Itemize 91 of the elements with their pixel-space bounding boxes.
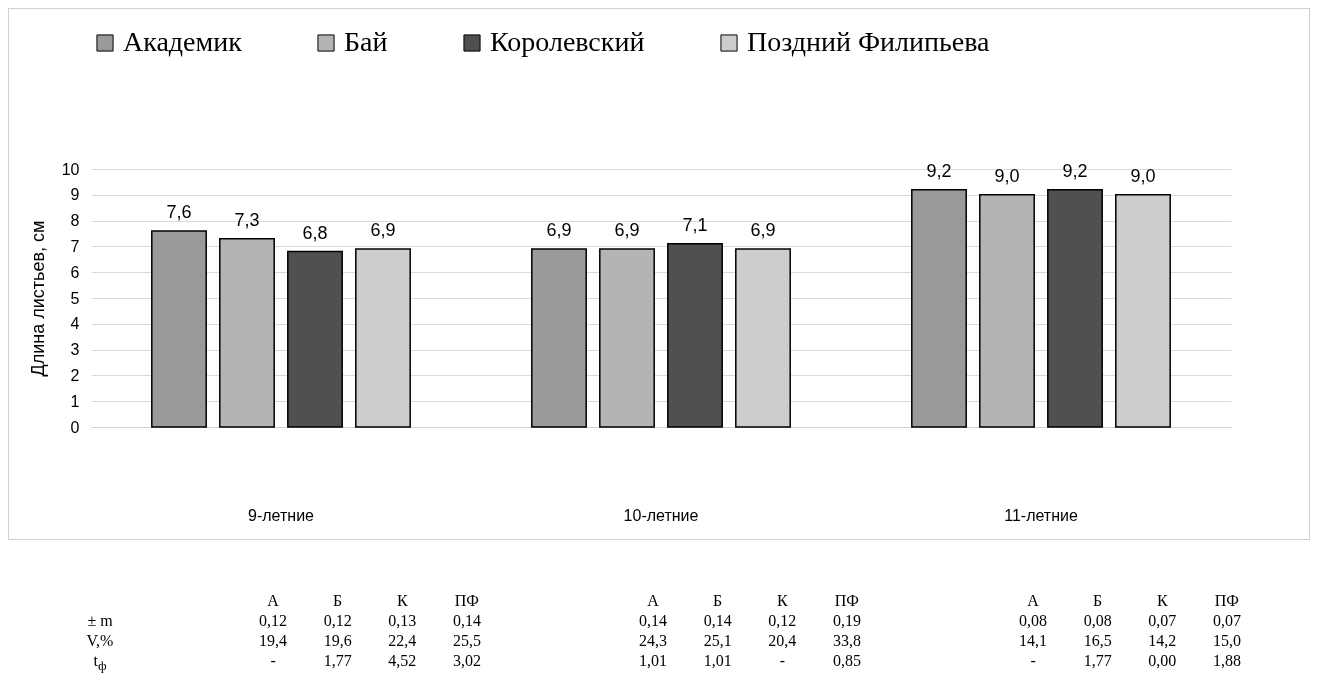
y-tick-label: 9 bbox=[70, 186, 80, 204]
x-tick-label: 11-летние bbox=[1004, 506, 1078, 524]
text: 14,2 bbox=[1148, 632, 1177, 650]
text: 22,4 bbox=[388, 632, 417, 650]
bar bbox=[979, 194, 1035, 428]
text: - bbox=[779, 652, 785, 670]
text: 1,01 bbox=[639, 652, 668, 670]
text: К bbox=[1156, 592, 1168, 610]
y-tick-label: 0 bbox=[70, 418, 80, 436]
legend-label: Поздний Филипьева bbox=[747, 26, 991, 57]
legend-label: Бай bbox=[344, 26, 388, 57]
data-label: 9,0 bbox=[1130, 165, 1156, 186]
text: 16,5 bbox=[1083, 632, 1112, 650]
text: 0,08 bbox=[1019, 612, 1048, 630]
legend-label: Академик bbox=[123, 26, 243, 57]
data-label: 9,2 bbox=[1062, 160, 1088, 181]
text: ПФ bbox=[1214, 592, 1239, 610]
y-tick-label: 4 bbox=[70, 315, 80, 333]
text: 0,07 bbox=[1212, 612, 1241, 630]
text: 3,02 bbox=[452, 652, 481, 670]
data-label: 6,8 bbox=[302, 222, 328, 243]
text: А bbox=[1027, 592, 1039, 610]
text: 0,14 bbox=[452, 612, 481, 630]
text: 0,12 bbox=[768, 612, 797, 630]
text: К bbox=[396, 592, 408, 610]
text: 0,12 bbox=[323, 612, 352, 630]
text: 0,19 bbox=[832, 612, 861, 630]
text: 0,08 bbox=[1083, 612, 1112, 630]
text: ПФ bbox=[454, 592, 479, 610]
bar bbox=[219, 237, 275, 428]
text: t$_{ф}$ bbox=[93, 652, 107, 675]
text: ± m bbox=[87, 612, 113, 630]
y-tick-label: 10 bbox=[61, 160, 80, 178]
x-tick-label: 10-летние bbox=[623, 506, 699, 524]
y-tick-label: 3 bbox=[70, 341, 80, 359]
data-label: 9,2 bbox=[926, 160, 952, 181]
bar bbox=[667, 243, 723, 428]
y-tick-label: 6 bbox=[70, 263, 80, 281]
text: 25,5 bbox=[452, 632, 481, 650]
data-label: 7,3 bbox=[234, 209, 260, 230]
text: А bbox=[267, 592, 279, 610]
text: 15,0 bbox=[1212, 632, 1241, 650]
text: 24,3 bbox=[639, 632, 668, 650]
text: 33,8 bbox=[832, 632, 861, 650]
text: Б bbox=[1093, 592, 1103, 610]
text: Б bbox=[713, 592, 723, 610]
bar bbox=[151, 230, 207, 428]
data-label: 6,9 bbox=[750, 219, 776, 240]
text: 0,14 bbox=[703, 612, 732, 630]
text: 0,13 bbox=[388, 612, 417, 630]
data-label: 9,0 bbox=[994, 165, 1020, 186]
text: 1,77 bbox=[1083, 652, 1112, 670]
text: 1,88 bbox=[1212, 652, 1241, 670]
data-label: 6,9 bbox=[370, 219, 396, 240]
y-tick-label: 1 bbox=[70, 392, 80, 410]
text: Б bbox=[333, 592, 343, 610]
data-label: 6,9 bbox=[546, 219, 572, 240]
text: 0,00 bbox=[1148, 652, 1177, 670]
text: 14,1 bbox=[1019, 632, 1048, 650]
y-tick-label: 2 bbox=[70, 366, 80, 384]
text: 19,6 bbox=[323, 632, 352, 650]
text: ПФ bbox=[834, 592, 859, 610]
text: К bbox=[776, 592, 788, 610]
text: 25,1 bbox=[703, 632, 732, 650]
text: 20,4 bbox=[768, 632, 797, 650]
text: V,% bbox=[86, 632, 114, 650]
text: 0,85 bbox=[832, 652, 861, 670]
bar bbox=[531, 248, 587, 428]
y-tick-label: 7 bbox=[70, 237, 80, 255]
bar bbox=[1047, 188, 1103, 428]
bar bbox=[287, 250, 343, 428]
bar bbox=[599, 248, 655, 428]
y-tick-label: 8 bbox=[70, 212, 80, 230]
text: 0,14 bbox=[639, 612, 668, 630]
text: А bbox=[647, 592, 659, 610]
bar bbox=[911, 188, 967, 428]
y-axis-title: Длина листьев, см bbox=[27, 220, 48, 377]
text: - bbox=[1030, 652, 1036, 670]
y-tick-label: 5 bbox=[70, 289, 80, 307]
data-label: 7,6 bbox=[166, 201, 192, 222]
text: - bbox=[270, 652, 276, 670]
text: 4,52 bbox=[388, 652, 417, 670]
text: 0,07 bbox=[1148, 612, 1177, 630]
text: 19,4 bbox=[259, 632, 288, 650]
x-tick-label: 9-летние bbox=[248, 506, 315, 524]
text: 1,01 bbox=[703, 652, 732, 670]
legend-label: Королевский bbox=[490, 26, 645, 57]
text: 1,77 bbox=[323, 652, 352, 670]
data-label: 6,9 bbox=[614, 219, 640, 240]
data-label: 7,1 bbox=[682, 214, 708, 235]
text: 0,12 bbox=[259, 612, 288, 630]
